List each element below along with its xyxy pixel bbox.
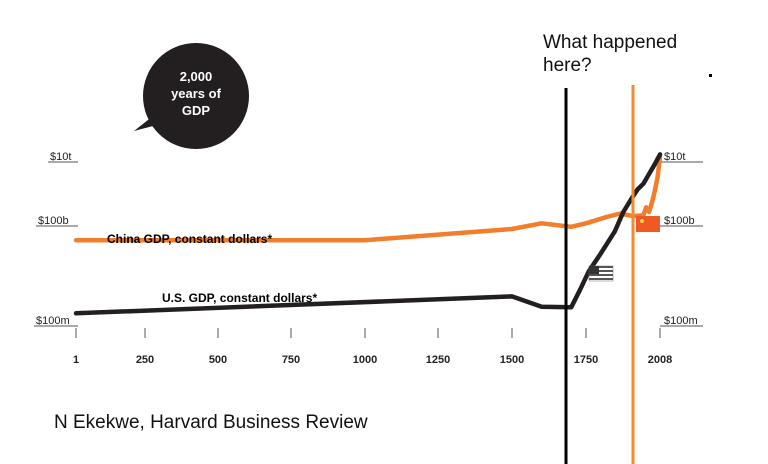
series-label-us: U.S. GDP, constant dollars* — [162, 291, 317, 305]
series-label-china: China GDP, constant dollars* — [107, 232, 272, 246]
y-tick-label-left-10t: $10t — [50, 151, 71, 163]
title-bubble: 2,000 years of GDP — [134, 43, 249, 149]
dot-marker — [709, 74, 712, 77]
x-tick-label-250: 250 — [136, 354, 154, 366]
series-line-china — [73, 154, 663, 243]
x-tick-label-1000: 1000 — [353, 354, 377, 366]
series-line-us — [73, 152, 663, 316]
x-tick-label-2008: 2008 — [648, 354, 672, 366]
x-tick-label-1: 1 — [73, 354, 79, 366]
y-tick-label-right-100b: $100b — [664, 215, 695, 227]
source-credit: N Ekekwe, Harvard Business Review — [54, 412, 368, 433]
y-tick-label-right-10t: $10t — [664, 151, 685, 163]
title-line-1: 2,000 — [180, 69, 213, 84]
x-axis-ticks: 1 250 500 750 1000 1250 1500 1750 2008 — [73, 328, 672, 366]
us-flag-icon — [588, 265, 614, 282]
x-tick-label-750: 750 — [282, 354, 300, 366]
x-tick-label-1750: 1750 — [574, 354, 598, 366]
annotation-question: What happened here? — [543, 32, 678, 76]
y-tick-label-right-100m: $100m — [664, 315, 698, 327]
china-flag-icon — [636, 216, 660, 232]
y-tick-label-left-100b: $100b — [38, 215, 69, 227]
y-ticks-left: $10t $100b $100m — [34, 151, 78, 327]
title-line-3: GDP — [182, 103, 211, 118]
bubble-circle — [143, 43, 249, 149]
x-tick-label-1500: 1500 — [500, 354, 524, 366]
y-tick-label-left-100m: $100m — [36, 315, 70, 327]
x-tick-label-1250: 1250 — [426, 354, 450, 366]
y-ticks-right: $10t $100b $100m — [660, 151, 703, 327]
x-tick-label-500: 500 — [209, 354, 227, 366]
title-line-2: years of — [171, 86, 222, 101]
